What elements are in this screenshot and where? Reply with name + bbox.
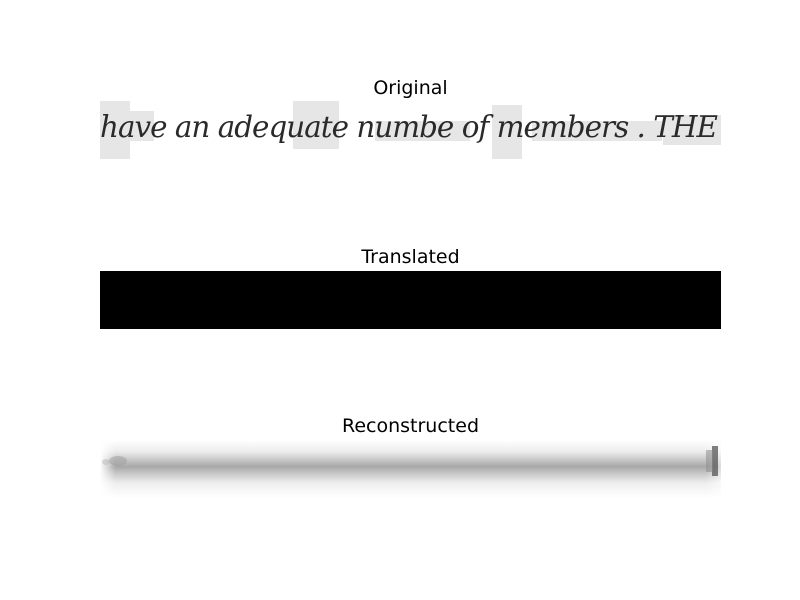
- panel-title-original: Original: [373, 77, 448, 99]
- panel-title-reconstructed: Reconstructed: [342, 415, 479, 437]
- reconstructed-image: [100, 440, 721, 498]
- reconstructed-band: [100, 440, 721, 498]
- translated-image: [100, 271, 721, 329]
- handwritten-line: have an adequate numbe of members . THE: [100, 110, 718, 145]
- original-image: have an adequate numbe of members . THE: [100, 101, 721, 159]
- panel-title-translated: Translated: [361, 246, 460, 268]
- handwriting-image: have an adequate numbe of members . THE: [100, 101, 721, 159]
